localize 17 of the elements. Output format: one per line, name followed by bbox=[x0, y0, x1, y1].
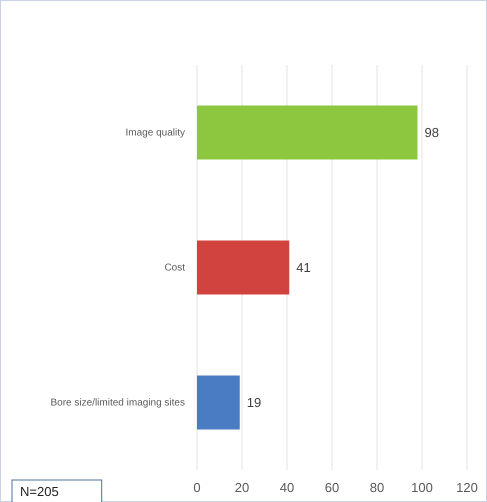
y-tick-label: Cost bbox=[164, 262, 186, 274]
x-tick-label: 60 bbox=[324, 480, 340, 496]
x-tick-label: 100 bbox=[411, 480, 433, 496]
x-tick-label: 80 bbox=[370, 480, 384, 496]
bar bbox=[197, 376, 240, 430]
text: N=205 bbox=[20, 484, 59, 499]
x-tick-label: 120 bbox=[456, 480, 478, 496]
data-label: 19 bbox=[246, 395, 262, 410]
x-tick-label: 0 bbox=[193, 480, 201, 496]
x-tick-label: 20 bbox=[234, 480, 250, 496]
y-tick-label: Image quality bbox=[126, 128, 185, 139]
data-label: 98 bbox=[424, 125, 439, 140]
bar bbox=[197, 106, 418, 160]
bar bbox=[197, 240, 290, 294]
x-tick-label: 40 bbox=[280, 480, 294, 496]
data-label: 41 bbox=[296, 260, 311, 276]
y-tick-label: Bore size/limited imaging sites bbox=[50, 398, 185, 409]
